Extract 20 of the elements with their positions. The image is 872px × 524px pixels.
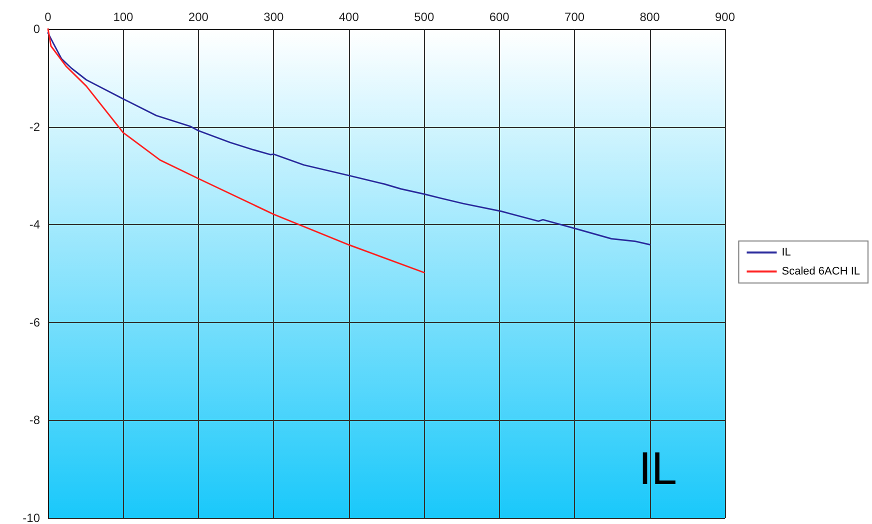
x-tick-label: 500 [414,10,434,24]
x-tick-label: 0 [44,10,52,24]
legend-label: IL [782,246,791,258]
y-tick-label: -4 [29,218,40,232]
x-tick-label: 800 [640,10,660,24]
y-tick-label: -10 [22,511,40,524]
x-tick-label: 700 [564,10,585,24]
y-tick-label: -2 [29,120,40,134]
x-tick-label: 600 [489,10,510,24]
x-tick-label: 300 [264,10,284,24]
legend-label: Scaled 6ACH IL [782,266,860,278]
x-tick-label: 400 [338,10,360,24]
line-series [47,28,425,274]
y-tick-label: -6 [29,315,40,330]
y-tick-label: -8 [29,413,40,428]
line-series [47,32,651,246]
x-tick-label: 200 [188,10,209,24]
y-tick-label: 0 [33,22,40,36]
x-tick-label: 900 [714,10,736,24]
x-tick-label: 100 [113,10,134,24]
